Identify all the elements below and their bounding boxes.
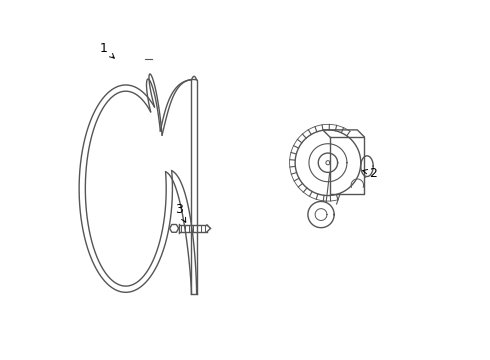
- Text: 1: 1: [100, 42, 114, 58]
- Text: 3: 3: [175, 203, 186, 222]
- Text: 2: 2: [363, 167, 377, 180]
